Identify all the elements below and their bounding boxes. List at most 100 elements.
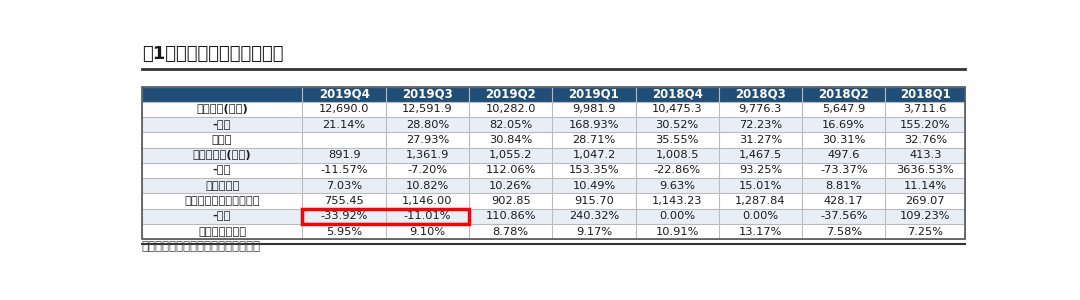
Bar: [302, 178, 386, 194]
Text: 16.69%: 16.69%: [822, 120, 865, 130]
Text: -同比: -同比: [213, 211, 231, 221]
Text: 2018Q3: 2018Q3: [735, 88, 786, 101]
Text: -同比: -同比: [213, 120, 231, 130]
Text: 82.05%: 82.05%: [489, 120, 532, 130]
Text: 2019Q3: 2019Q3: [402, 88, 453, 101]
Text: 图1：宁德时代季度经营情况: 图1：宁德时代季度经营情况: [141, 45, 283, 63]
Text: 9.10%: 9.10%: [409, 226, 445, 237]
Bar: [802, 178, 886, 194]
Text: 9,981.9: 9,981.9: [572, 104, 616, 114]
Text: -11.57%: -11.57%: [321, 166, 368, 176]
Text: 32.76%: 32.76%: [904, 135, 947, 145]
Text: 8.81%: 8.81%: [825, 181, 862, 191]
Bar: [886, 224, 966, 239]
Bar: [302, 132, 386, 148]
Text: 155.20%: 155.20%: [900, 120, 950, 130]
Text: 240.32%: 240.32%: [569, 211, 619, 221]
Bar: [141, 132, 302, 148]
Text: 10,282.0: 10,282.0: [485, 104, 536, 114]
Bar: [141, 117, 302, 132]
Text: 3,711.6: 3,711.6: [904, 104, 947, 114]
Text: 扣非归母净利润（百万）: 扣非归母净利润（百万）: [185, 196, 260, 206]
Text: 428.17: 428.17: [824, 196, 864, 206]
Bar: [635, 224, 719, 239]
Bar: [469, 194, 552, 209]
Bar: [552, 87, 635, 102]
Text: 1,143.23: 1,143.23: [652, 196, 702, 206]
Bar: [469, 87, 552, 102]
Bar: [302, 224, 386, 239]
Bar: [552, 132, 635, 148]
Text: 15.01%: 15.01%: [739, 181, 782, 191]
Text: 2018Q2: 2018Q2: [819, 88, 869, 101]
Text: 915.70: 915.70: [573, 196, 613, 206]
Bar: [635, 102, 719, 117]
Text: 12,690.0: 12,690.0: [319, 104, 369, 114]
Bar: [469, 209, 552, 224]
Text: 10.82%: 10.82%: [406, 181, 449, 191]
Bar: [141, 87, 302, 102]
Bar: [469, 117, 552, 132]
Bar: [802, 194, 886, 209]
Bar: [886, 102, 966, 117]
Bar: [719, 224, 802, 239]
Text: 891.9: 891.9: [328, 150, 361, 160]
Bar: [635, 148, 719, 163]
Bar: [469, 178, 552, 194]
Bar: [302, 163, 386, 178]
Text: 13.17%: 13.17%: [739, 226, 782, 237]
Text: 3636.53%: 3636.53%: [896, 166, 954, 176]
Bar: [141, 224, 302, 239]
Text: 269.07: 269.07: [905, 196, 945, 206]
Bar: [552, 163, 635, 178]
Text: 7.03%: 7.03%: [326, 181, 362, 191]
Bar: [386, 117, 469, 132]
Bar: [802, 224, 886, 239]
Text: 413.3: 413.3: [909, 150, 942, 160]
Bar: [141, 178, 302, 194]
Text: 10.26%: 10.26%: [489, 181, 532, 191]
Text: 1,008.5: 1,008.5: [656, 150, 699, 160]
Text: 归母净利率: 归母净利率: [205, 181, 240, 191]
Bar: [386, 224, 469, 239]
Bar: [886, 194, 966, 209]
Text: 30.52%: 30.52%: [656, 120, 699, 130]
Bar: [719, 209, 802, 224]
Text: 497.6: 497.6: [827, 150, 860, 160]
Bar: [802, 209, 886, 224]
Text: 9.63%: 9.63%: [659, 181, 696, 191]
Text: 168.93%: 168.93%: [569, 120, 619, 130]
Bar: [886, 117, 966, 132]
Bar: [141, 102, 302, 117]
Bar: [886, 178, 966, 194]
Bar: [141, 209, 302, 224]
Text: 109.23%: 109.23%: [900, 211, 950, 221]
Bar: [469, 132, 552, 148]
Text: 10.49%: 10.49%: [572, 181, 616, 191]
Text: 153.35%: 153.35%: [568, 166, 619, 176]
Bar: [635, 194, 719, 209]
Text: 1,055.2: 1,055.2: [489, 150, 532, 160]
Text: 毛利率: 毛利率: [212, 135, 232, 145]
Bar: [886, 209, 966, 224]
Bar: [386, 148, 469, 163]
Text: 31.27%: 31.27%: [739, 135, 782, 145]
Bar: [719, 163, 802, 178]
Bar: [802, 163, 886, 178]
Text: 93.25%: 93.25%: [739, 166, 782, 176]
Bar: [886, 87, 966, 102]
Bar: [552, 117, 635, 132]
Bar: [141, 163, 302, 178]
Bar: [802, 102, 886, 117]
Text: 扣非归母净利率: 扣非归母净利率: [198, 226, 246, 237]
Text: 35.55%: 35.55%: [656, 135, 699, 145]
Bar: [719, 194, 802, 209]
Bar: [719, 117, 802, 132]
Text: -22.86%: -22.86%: [653, 166, 701, 176]
Bar: [552, 224, 635, 239]
Text: 28.71%: 28.71%: [572, 135, 616, 145]
Text: 112.06%: 112.06%: [485, 166, 536, 176]
Text: -11.01%: -11.01%: [404, 211, 451, 221]
Text: 28.80%: 28.80%: [406, 120, 449, 130]
Bar: [635, 178, 719, 194]
